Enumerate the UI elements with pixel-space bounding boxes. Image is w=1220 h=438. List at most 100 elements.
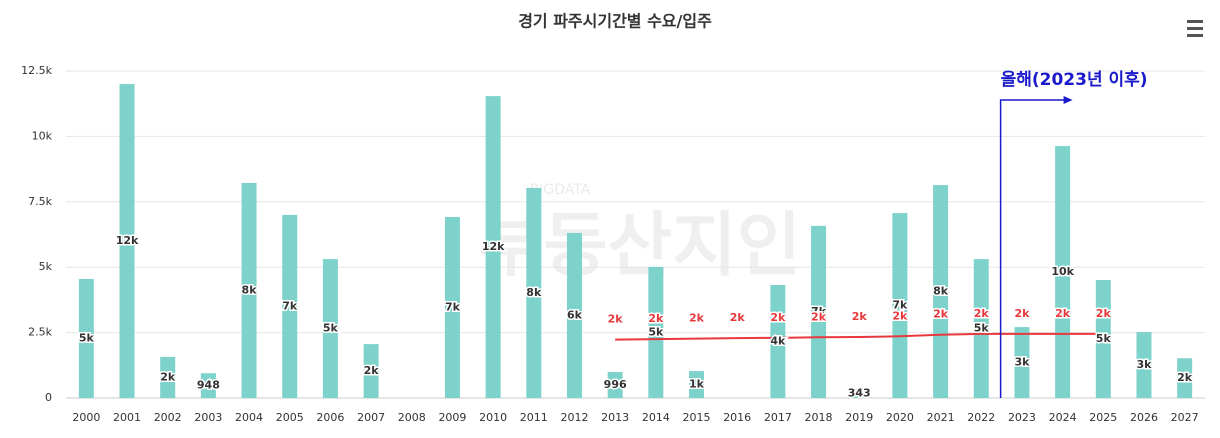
bar [933,185,949,398]
bar-value-label: 8k [526,286,542,299]
y-tick-label: 12.5k [21,64,52,77]
watermark-small: BIGDATA [530,182,591,198]
line-value-label: 2k [974,307,990,320]
bar [485,96,501,399]
y-tick-label: 0 [45,391,52,404]
line-value-label: 2k [608,313,624,326]
x-tick-label: 2022 [967,411,995,424]
line-value-label: 2k [892,309,908,322]
bar [851,389,867,398]
y-tick-label: 7.5k [28,195,52,208]
bar [1136,332,1152,398]
bar-value-label: 1k [689,378,705,391]
x-tick-label: 2008 [398,411,426,424]
bar-value-label: 8k [242,283,258,296]
bar [689,371,705,398]
bar-value-label: 948 [197,379,220,392]
bar [1095,280,1111,398]
bar-value-label: 7k [282,299,298,312]
bar-value-label: 2k [1177,371,1193,384]
bar-value-label: 8k [933,285,949,298]
menu-icon[interactable] [1187,20,1203,37]
bar-value-label: 3k [1014,356,1030,369]
y-tick-label: 2.5k [28,326,52,339]
x-tick-label: 2009 [438,411,466,424]
annotation-arrow [999,99,1066,398]
x-tick-label: 2012 [560,411,588,424]
annotation: 올해(2023년 이후) [1001,69,1148,90]
x-tick-label: 2018 [805,411,833,424]
menu-bar[interactable] [1187,20,1203,23]
x-tick-label: 2023 [1008,411,1036,424]
bar [78,278,94,398]
x-tick-label: 2021 [927,411,955,424]
bar [973,259,989,398]
bar [200,373,216,398]
x-tick-label: 2002 [154,411,182,424]
bar-value-label: 6k [567,308,583,321]
line-value-label: 2k [770,311,786,324]
line-value-label: 2k [933,308,949,321]
bar-value-label: 2k [160,370,176,383]
bar-value-label: 343 [848,387,871,400]
bar-value-label: 3k [1136,358,1152,371]
bar [648,266,664,398]
bar-value-label: 7k [892,299,908,312]
x-tick-label: 2005 [276,411,304,424]
bar [1014,327,1030,398]
bar [811,225,827,398]
x-tick-label: 2011 [520,411,548,424]
bar [607,371,623,398]
bar-value-label: 2k [364,364,380,377]
x-tick-label: 2019 [845,411,873,424]
line-value-label: 2k [648,312,664,325]
x-tick-label: 2010 [479,411,507,424]
bar-value-label: 12k [482,240,505,253]
x-tick-label: 2020 [886,411,914,424]
x-tick-label: 2006 [316,411,344,424]
line-value-label: 2k [1014,307,1030,320]
bar [363,344,379,398]
bar-value-label: 996 [604,378,627,391]
x-tick-label: 2015 [683,411,711,424]
y-tick-label: 10k [32,129,53,142]
bar-value-label: 5k [648,325,664,338]
bar-value-label: 7k [445,300,461,313]
bar [444,216,460,398]
line-value-label: 2k [730,311,746,324]
x-tick-label: 2024 [1049,411,1077,424]
x-tick-label: 2001 [113,411,141,424]
menu-bar[interactable] [1187,34,1203,37]
bar [1055,146,1071,398]
x-tick-label: 2016 [723,411,751,424]
bar [322,259,338,398]
x-tick-label: 2026 [1130,411,1158,424]
bar [566,232,582,398]
x-tick-label: 2004 [235,411,263,424]
bar-value-label: 5k [974,322,990,335]
x-tick-label: 2013 [601,411,629,424]
x-tick-label: 2027 [1171,411,1199,424]
x-tick-label: 2025 [1089,411,1117,424]
x-tick-label: 2000 [72,411,100,424]
bar-value-label: 10k [1051,265,1074,278]
line-value-label: 2k [689,312,705,325]
x-tick-label: 2014 [642,411,670,424]
menu-bar[interactable] [1187,27,1203,30]
x-tick-label: 2003 [194,411,222,424]
chart-title: 경기 파주시기간별 수요/입주 [518,12,712,31]
bar-value-label: 4k [770,334,786,347]
bar [160,356,176,398]
bar [770,284,786,398]
bar-value-label: 12k [116,234,139,247]
x-tick-label: 2017 [764,411,792,424]
line-value-label: 2k [852,310,868,323]
bar-value-label: 7k [811,305,827,318]
bar [1177,358,1193,398]
y-tick-label: 5k [39,260,53,273]
x-tick-label: 2007 [357,411,385,424]
line-value-label: 2k [811,310,827,323]
bar [892,213,908,398]
annotation-arrowhead [1063,96,1073,104]
